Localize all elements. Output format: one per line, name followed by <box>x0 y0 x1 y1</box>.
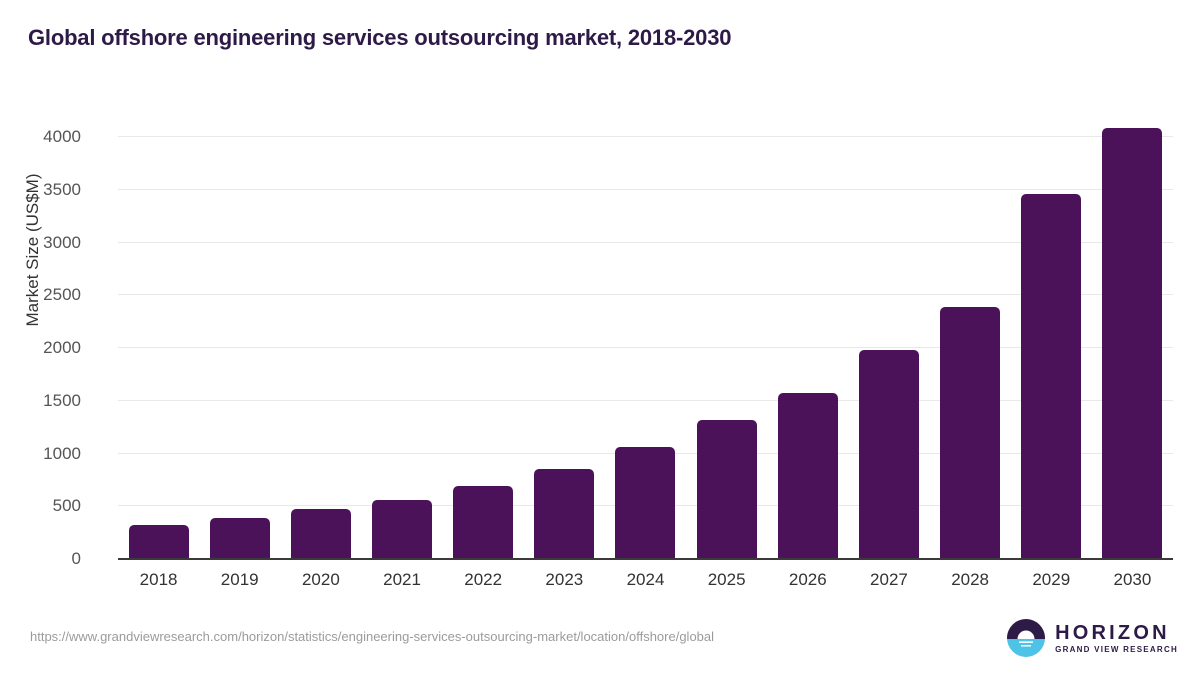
bar[interactable] <box>453 485 514 558</box>
bar[interactable] <box>858 350 919 558</box>
bar-slot <box>930 115 1011 558</box>
x-tick-label: 2024 <box>626 570 665 589</box>
x-tick-label: 2029 <box>1032 570 1071 589</box>
x-axis-line <box>118 558 1173 560</box>
bar-slot <box>199 115 280 558</box>
x-tick-label: 2027 <box>870 570 908 589</box>
horizon-logo-icon <box>1006 618 1046 658</box>
y-tick-label: 3500 <box>43 179 81 199</box>
x-tick-label: 2030 <box>1113 570 1152 589</box>
x-tick-label: 2022 <box>464 570 503 589</box>
y-tick-label: 2000 <box>43 338 81 358</box>
bar[interactable] <box>128 525 189 558</box>
bar[interactable] <box>615 447 676 558</box>
bar[interactable] <box>372 499 433 558</box>
bar[interactable] <box>209 518 270 558</box>
bar[interactable] <box>696 420 757 558</box>
bar-slot <box>686 115 767 558</box>
bar-slot <box>1011 115 1092 558</box>
y-tick-label: 2500 <box>43 285 81 305</box>
horizon-logo: HORIZON GRAND VIEW RESEARCH <box>1006 618 1178 658</box>
y-tick-label: 1000 <box>43 443 81 463</box>
y-tick-label: 1500 <box>43 390 81 410</box>
x-tick-label: 2019 <box>220 570 259 589</box>
gridline <box>118 188 1173 190</box>
bar-slot <box>443 115 524 558</box>
gridline <box>118 136 1173 138</box>
gridline <box>118 241 1173 243</box>
x-tick-label: 2021 <box>383 570 421 589</box>
gridline <box>118 347 1173 349</box>
source-url[interactable]: https://www.grandviewresearch.com/horizo… <box>30 629 715 644</box>
logo-name: HORIZON <box>1055 621 1170 644</box>
x-tick-label: 2026 <box>788 570 827 589</box>
bar-slot <box>605 115 686 558</box>
bar[interactable] <box>534 468 595 558</box>
y-axis-tick-labels: 0 500 1000 1500 2000 2500 3000 3500 4000 <box>43 115 1173 568</box>
chart-bars <box>118 115 1173 558</box>
bar-slot <box>361 115 442 558</box>
bar[interactable] <box>1021 193 1082 558</box>
bar-slot <box>524 115 605 558</box>
y-tick-label: 4000 <box>43 127 81 147</box>
y-axis-title: Market Size (US$M) <box>23 173 42 327</box>
page-title: Global offshore engineering services out… <box>28 25 732 50</box>
bar-slot <box>1092 115 1173 558</box>
bar[interactable] <box>290 509 351 558</box>
bar-slot <box>118 115 199 558</box>
bar-slot <box>848 115 929 558</box>
x-tick-label: 2020 <box>301 570 340 589</box>
horizon-logo-text: HORIZON GRAND VIEW RESEARCH <box>1055 623 1178 654</box>
bar-slot <box>280 115 361 558</box>
bar-slot <box>767 115 848 558</box>
x-tick-label: 2023 <box>545 570 584 589</box>
y-tick-label: 3000 <box>43 232 81 252</box>
y-tick-label: 0 <box>71 549 81 568</box>
x-tick-label: 2028 <box>951 570 990 589</box>
logo-subtitle: GRAND VIEW RESEARCH <box>1055 644 1178 654</box>
x-tick-label: 2018 <box>139 570 178 589</box>
y-tick-label: 500 <box>52 496 81 516</box>
bar[interactable] <box>1102 127 1163 558</box>
gridline <box>118 399 1173 401</box>
bar[interactable] <box>777 393 838 558</box>
x-axis-tick-labels: 2018 2019 2020 2021 2022 2023 2024 2025 2026 2027… <box>118 0 1173 675</box>
x-tick-label: 2025 <box>707 570 746 589</box>
bar[interactable] <box>940 306 1001 558</box>
gridline <box>118 294 1173 296</box>
